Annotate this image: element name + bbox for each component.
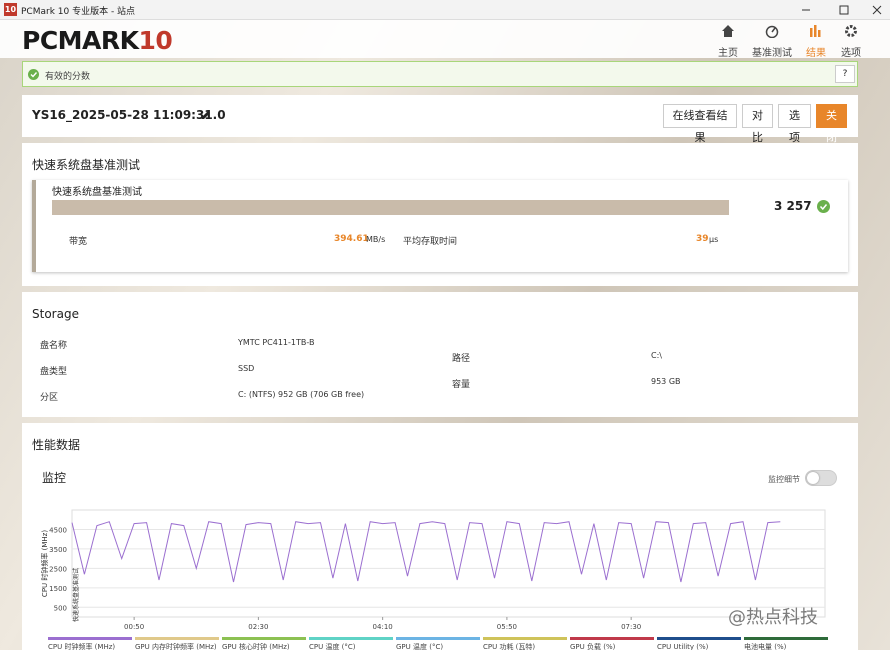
logo-number: 10 <box>138 26 173 55</box>
metric-label: 平均存取时间 <box>403 237 458 247</box>
x-tick-label: 02:30 <box>248 623 268 631</box>
legend-swatch <box>744 637 828 640</box>
legend-label: GPU 核心时钟 (MHz) <box>222 642 290 650</box>
score-bar <box>52 200 729 215</box>
legend-swatch <box>222 637 306 640</box>
monitor-chart: 500 1500 2500 3500 4500 00:50 02:30 04:10 05:50 0… <box>40 509 828 650</box>
legend-label: GPU 温度 (°C) <box>396 642 443 650</box>
legend-swatch <box>396 637 480 640</box>
score: 3 257 <box>774 199 812 213</box>
logo: PCMARK10 <box>22 26 173 55</box>
toggle-label: 监控细节 <box>768 475 800 484</box>
nav-benchmarks[interactable]: 基准测试 <box>747 24 797 59</box>
y-tick-label: 1500 <box>49 585 67 593</box>
metric-label: 带宽 <box>69 237 88 247</box>
y-tick-label: 500 <box>54 604 67 612</box>
nav-label[interactable]: 基准测试 <box>752 48 792 59</box>
nav-label[interactable]: 主页 <box>718 48 738 59</box>
cpu-clock-line <box>71 521 781 583</box>
section-heading: Storage <box>32 307 79 321</box>
result-header: YS16_2025-05-28 11:09:31.0 在线查看结果 对比 选项 … <box>22 95 858 144</box>
benchmark-panel: 快速系统盘基准测试 快速系统盘基准测试 3 257 带宽 394.61 MB/s… <box>22 143 858 286</box>
legend-label: GPU 内存时钟频率 (MHz) <box>135 642 217 650</box>
performance-panel: 性能数据 监控 监控细节 500 1500 2500 3500 4500 00:50 02:… <box>22 423 858 650</box>
metric-value: 394.61 <box>334 234 369 244</box>
y-tick-label: 2500 <box>49 565 67 573</box>
x-tick-label: 04:10 <box>373 623 393 631</box>
x-tick-label: 00:50 <box>124 623 144 631</box>
field-label: 路径 <box>452 354 471 364</box>
x-tick-label: 05:50 <box>497 623 517 631</box>
plot-area <box>71 509 826 618</box>
metric-unit: μs <box>709 235 719 244</box>
sub-heading: 监控 <box>42 471 67 485</box>
score-check <box>817 200 830 213</box>
section-heading: 快速系统盘基准测试 <box>32 158 141 172</box>
field-value: C: (NTFS) 952 GB (706 GB free) <box>238 390 365 399</box>
help-button[interactable]: ? <box>835 65 855 83</box>
window-controls[interactable] <box>790 0 890 20</box>
button[interactable]: 关闭 <box>816 104 847 144</box>
field-label: 盘类型 <box>40 367 68 377</box>
metric-unit: MB/s <box>366 235 386 244</box>
field-value: 953 GB <box>651 377 681 386</box>
metric-value: 39 <box>696 234 709 244</box>
annotation: 快速系统盘基准测试 <box>72 568 80 622</box>
legend-swatch <box>657 637 741 640</box>
benchmark-card: 快速系统盘基准测试 3 257 带宽 394.61 MB/s 平均存取时间 39… <box>32 180 848 272</box>
y-tick-label: 4500 <box>49 526 67 534</box>
button[interactable]: 对比 <box>742 104 773 144</box>
legend-label: CPU 温度 (°C) <box>309 642 356 650</box>
nav-results[interactable]: 结果 <box>791 24 841 59</box>
watermark: @热点科技 <box>728 607 818 628</box>
y-axis-label: CPU 时钟频率 (MHz) <box>40 530 49 597</box>
button[interactable]: 在线查看结果 <box>663 104 737 144</box>
header: PCMARK10 <box>0 20 890 58</box>
nav-label[interactable]: 结果 <box>806 48 826 59</box>
legend-swatch <box>483 637 567 640</box>
storage-panel: Storage 盘名称 YMTC PC411-1TB-B 盘类型 SSD 分区 … <box>22 292 858 417</box>
legend-swatch <box>309 637 393 640</box>
valid-score-notice: 有效的分数 ? <box>22 61 858 87</box>
nav-options[interactable]: 选项 <box>826 24 876 59</box>
button[interactable]: 选项 <box>778 104 811 144</box>
field-value: C:\ <box>651 351 662 360</box>
logo-text: PCMARK <box>22 26 139 55</box>
legend-label: 电池电量 (%) <box>744 642 787 650</box>
app-icon: 10 <box>4 3 17 16</box>
legend-label: CPU 功耗 (瓦特) <box>483 642 535 650</box>
field-value: SSD <box>238 364 255 373</box>
field-label: 容量 <box>452 380 471 390</box>
legend-swatch <box>48 637 132 640</box>
field-value: YMTC PC411-1TB-B <box>238 338 315 347</box>
field-label: 分区 <box>40 393 59 403</box>
x-tick-label: 07:30 <box>621 623 641 631</box>
legend-swatch <box>570 637 654 640</box>
check-icon <box>28 69 39 80</box>
notice-text: 有效的分数 <box>45 72 91 82</box>
nav-home[interactable]: 主页 <box>703 24 753 59</box>
section-heading: 性能数据 <box>32 438 81 452</box>
title-bar: 10 PCMark 10 专业版本 - 站点 <box>0 0 890 20</box>
legend-label: CPU Utility (%) <box>657 643 709 650</box>
toggle-switch[interactable] <box>805 470 837 486</box>
nav-label[interactable]: 选项 <box>841 48 861 59</box>
window-title: PCMark 10 专业版本 - 站点 <box>21 7 136 17</box>
result-name: YS16_2025-05-28 11:09:31.0 <box>32 108 226 122</box>
y-tick-label: 3500 <box>49 546 67 554</box>
field-label: 盘名称 <box>40 341 68 351</box>
card-title: 快速系统盘基准测试 <box>52 187 142 198</box>
legend-swatch <box>135 637 219 640</box>
legend-label: CPU 时钟频率 (MHz) <box>48 642 115 650</box>
legend-label: GPU 负载 (%) <box>570 642 616 650</box>
edit-icon[interactable] <box>200 109 212 121</box>
